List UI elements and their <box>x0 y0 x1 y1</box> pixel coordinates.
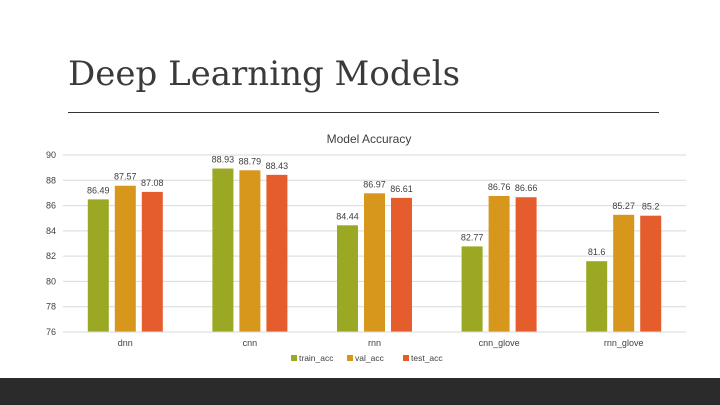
data-label: 86.76 <box>488 182 511 192</box>
bar-val_acc-dnn <box>114 185 136 332</box>
legend-label-val_acc: val_acc <box>355 353 385 363</box>
data-label: 85.2 <box>642 202 660 212</box>
bar-val_acc-rnn <box>364 193 385 332</box>
data-label: 86.97 <box>363 179 386 189</box>
data-label: 81.6 <box>588 247 606 257</box>
slide-title: Deep Learning Models <box>68 54 461 94</box>
legend-label-train_acc: train_acc <box>299 353 334 363</box>
data-label: 88.43 <box>266 161 289 171</box>
x-tick-label: cnn <box>243 338 258 348</box>
y-tick-label: 90 <box>46 150 56 160</box>
bar-train_acc-cnn <box>212 168 234 332</box>
data-label: 87.08 <box>141 178 164 188</box>
footer-bar <box>0 378 720 405</box>
bars <box>87 168 662 332</box>
axes: 76 78 80 82 84 86 88 90 dnn cnn rnn cnn_glove rnn_gl… <box>46 150 686 348</box>
bar-val_acc-cnn <box>239 170 261 332</box>
data-label: 82.77 <box>461 232 484 242</box>
title-divider <box>68 112 659 113</box>
data-label: 86.66 <box>515 183 538 193</box>
bar-val_acc-rnn_glove <box>613 214 635 332</box>
legend: train_acc val_acc test_acc <box>291 353 443 363</box>
y-tick-label: 76 <box>46 327 56 337</box>
bar-test_acc-rnn_glove <box>640 215 662 332</box>
y-tick-label: 82 <box>46 251 56 261</box>
y-tick-label: 88 <box>46 175 56 185</box>
legend-swatch-test_acc <box>403 355 409 361</box>
bar-train_acc-rnn <box>337 225 358 332</box>
data-label: 88.79 <box>239 156 262 166</box>
bar-val_acc-cnn_glove <box>488 195 510 332</box>
chart-title: Model Accuracy <box>327 132 412 146</box>
legend-swatch-val_acc <box>347 355 353 361</box>
bar-test_acc-rnn <box>391 197 412 332</box>
x-tick-label: rnn_glove <box>604 338 644 348</box>
legend-label-test_acc: test_acc <box>411 353 443 363</box>
bar-test_acc-dnn <box>141 191 163 332</box>
data-label: 87.57 <box>114 172 137 182</box>
bar-train_acc-rnn_glove <box>586 261 608 332</box>
legend-swatch-train_acc <box>291 355 297 361</box>
data-label: 84.44 <box>336 211 359 221</box>
bar-train_acc-cnn_glove <box>461 246 483 332</box>
y-tick-label: 86 <box>46 201 56 211</box>
y-tick-label: 80 <box>46 276 56 286</box>
data-label: 86.49 <box>87 185 110 195</box>
data-label: 88.93 <box>212 155 235 165</box>
data-label: 86.61 <box>390 184 413 194</box>
bar-test_acc-cnn <box>266 174 288 332</box>
bar-train_acc-dnn <box>87 199 109 332</box>
x-tick-label: rnn <box>368 338 381 348</box>
y-tick-label: 84 <box>46 226 56 236</box>
data-label: 85.27 <box>612 201 635 211</box>
data-labels: 86.49 87.57 87.08 88.93 88.79 88.43 84.44 86.97… <box>87 155 659 258</box>
y-tick-label: 78 <box>46 302 56 312</box>
bar-test_acc-cnn_glove <box>515 197 537 332</box>
x-tick-label: cnn_glove <box>479 338 520 348</box>
x-tick-label: dnn <box>118 338 133 348</box>
